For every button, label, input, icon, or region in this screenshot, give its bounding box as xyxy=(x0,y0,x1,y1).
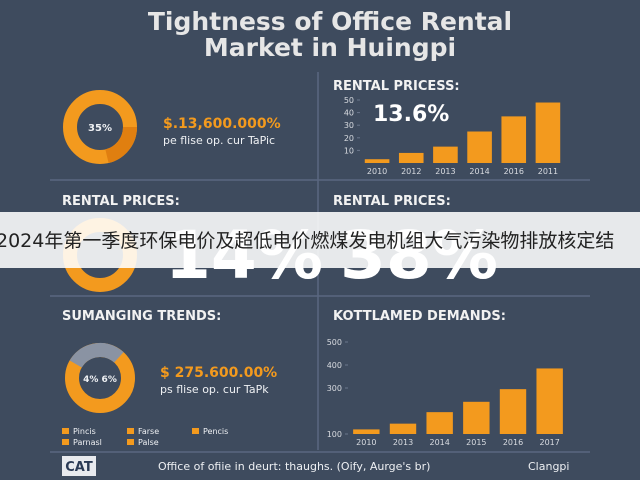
place: Clangpi xyxy=(528,460,569,473)
bar xyxy=(536,368,563,434)
bar xyxy=(398,152,424,163)
banner-text: 2024年第一季度环保电价及超低电价燃煤发电机组大气污染物排放核定结 xyxy=(0,230,614,252)
title-line: Tightness of Office Rental xyxy=(148,7,512,36)
y-tick-label: 30 xyxy=(344,121,354,130)
amount: $ 275.600.00% xyxy=(160,365,277,381)
caption: ps flise op. cur TaPk xyxy=(160,383,269,396)
legend-swatch xyxy=(192,428,199,434)
y-tick-label: 20 xyxy=(344,134,354,143)
legend: Pincis Farse Pencis Parnasl Palse xyxy=(62,427,228,447)
y-tick-label: 10 xyxy=(344,146,354,155)
caption: pe flise op. cur TaPic xyxy=(163,134,275,147)
x-tick-label: 2015 xyxy=(466,438,486,447)
x-tick-label: 2012 xyxy=(401,167,421,176)
amount: $.13,600.000% xyxy=(163,116,281,132)
y-tick-label: 300 xyxy=(327,384,342,393)
y-tick-label: 400 xyxy=(327,361,342,370)
bar xyxy=(364,159,390,163)
x-tick-label: 2017 xyxy=(539,438,559,447)
x-tick-label: 2014 xyxy=(469,167,489,176)
y-tick-label: 500 xyxy=(327,338,342,347)
logo-box xyxy=(62,456,96,476)
bar xyxy=(467,131,492,163)
donut-label: 4% 6% xyxy=(83,375,117,385)
x-tick-label: 2016 xyxy=(504,167,524,176)
heading: RENTAL PRICES: xyxy=(333,194,451,209)
heading: RENTAL PRICES: xyxy=(62,194,180,209)
legend-swatch xyxy=(62,428,69,434)
title-line: Market in Huingpi xyxy=(204,33,456,62)
legend-swatch xyxy=(62,439,69,445)
legend-swatch xyxy=(127,439,134,445)
legend-label: Pincis xyxy=(73,427,96,436)
bar xyxy=(499,389,527,434)
source: Office of ofiie in deurt: thaughs. (Oify… xyxy=(158,460,430,473)
donut-segment xyxy=(65,343,135,413)
heading: SUMANGING TRENDS: xyxy=(62,309,221,324)
bar xyxy=(433,146,458,163)
donut-segment xyxy=(63,90,137,164)
y-tick-label: 50 xyxy=(344,96,354,105)
heading: RENTAL PRICESS: xyxy=(333,79,460,94)
x-tick-label: 2014 xyxy=(429,438,449,447)
bar xyxy=(389,423,417,434)
legend-swatch xyxy=(127,428,134,434)
x-tick-label: 2010 xyxy=(367,167,387,176)
highlight: 13.6% xyxy=(373,102,449,127)
legend-label: Palse xyxy=(138,438,159,447)
y-tick-label: 40 xyxy=(344,109,354,118)
bar xyxy=(426,412,453,434)
bar xyxy=(353,429,380,434)
heading: KOTTLAMED DEMANDS: xyxy=(333,309,506,324)
donut-label: 35% xyxy=(88,123,112,134)
x-tick-label: 2016 xyxy=(503,438,523,447)
x-tick-label: 2011 xyxy=(538,167,558,176)
bar xyxy=(535,102,561,163)
bar xyxy=(501,116,527,163)
x-tick-label: 2013 xyxy=(435,167,455,176)
banner xyxy=(0,212,640,268)
logo: CAT xyxy=(65,460,93,475)
legend-label: Farse xyxy=(138,427,159,436)
y-tick-label: 100 xyxy=(327,430,342,439)
legend-label: Parnasl xyxy=(73,438,102,447)
bar xyxy=(463,401,490,434)
x-tick-label: 2013 xyxy=(393,438,413,447)
legend-label: Pencis xyxy=(203,427,228,436)
x-tick-label: 2010 xyxy=(356,438,376,447)
